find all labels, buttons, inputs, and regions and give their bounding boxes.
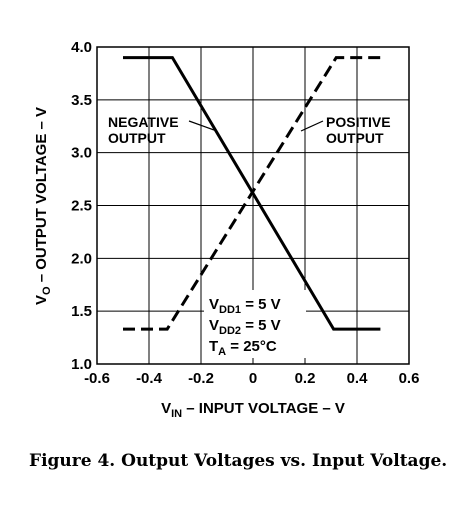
figure-caption: Figure 4. Output Voltages vs. Input Volt… [29,451,448,471]
y-tick-labels: 1.0 1.5 2.0 2.5 3.0 3.5 4.0 [71,39,92,373]
y-tick-label: 3.5 [71,92,92,109]
positive-output-leader [300,120,324,132]
chart: -0.6 -0.4 -0.2 0 0.2 0.4 0.6 1.0 1.5 2.0 2.5 3.0 3.… [33,39,419,420]
y-tick-label: 1.5 [71,303,92,320]
y-tick-label: 2.5 [71,198,92,215]
x-tick-labels: -0.6 -0.4 -0.2 0 0.2 0.4 0.6 [84,370,419,387]
series-line-positive-output [123,56,383,331]
series-lines [123,56,383,331]
negative-output-leader [188,120,215,131]
condition-vdd1: VDD1 = 5 V [209,296,281,316]
x-tick-label: -0.6 [84,370,110,387]
x-tick-label: 0.6 [399,370,420,387]
x-tick-label: -0.2 [188,370,214,387]
negative-output-label-line1: NEGATIVE [108,114,179,130]
conditions-box [204,290,306,358]
positive-output-label-line2: OUTPUT [326,130,384,146]
y-tick-label: 3.0 [71,145,92,162]
y-tick-label: 2.0 [71,250,92,267]
x-axis-label: VIN – INPUT VOLTAGE – V [161,400,345,420]
y-axis-label: VO – OUTPUT VOLTAGE – V [33,107,53,305]
y-tick-label: 1.0 [71,356,92,373]
x-tick-label: 0.4 [347,370,369,387]
y-tick-label: 4.0 [71,39,92,56]
x-tick-label: 0 [249,370,257,387]
condition-vdd2: VDD2 = 5 V [209,317,281,337]
positive-output-label-line1: POSITIVE [326,114,391,130]
x-tick-label: -0.4 [136,370,163,387]
condition-ta: TA = 25°C [209,338,277,358]
negative-output-label-line2: OUTPUT [108,130,166,146]
x-tick-label: 0.2 [295,370,316,387]
